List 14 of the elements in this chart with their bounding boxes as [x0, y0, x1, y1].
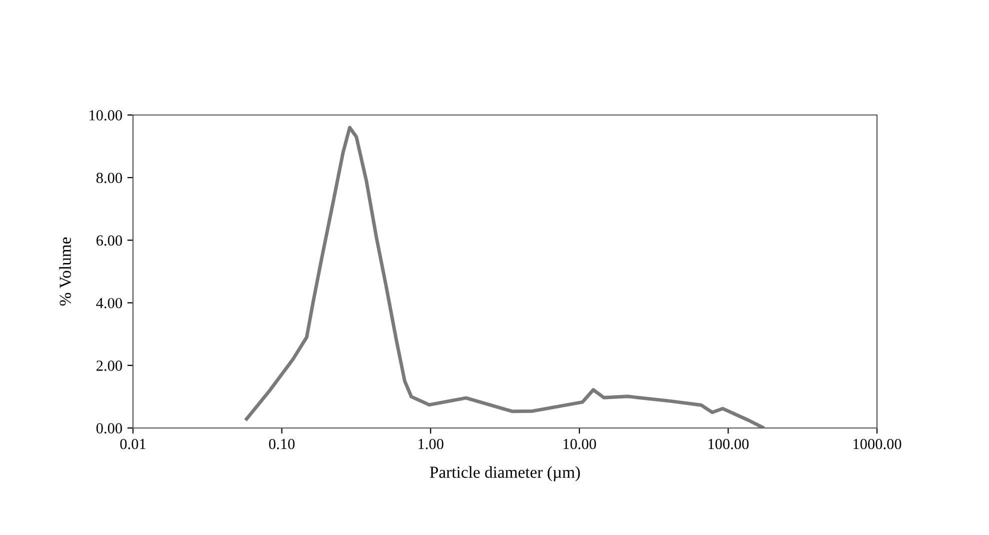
x-tick-label: 0.10	[269, 438, 295, 450]
x-tick-label: 10.00	[564, 438, 596, 450]
y-tick-label: 10.00	[90, 110, 122, 121]
x-tick-label: 1.00	[418, 438, 444, 450]
x-tick-label: 100.00	[708, 438, 749, 450]
y-tick-label: 2.00	[96, 360, 122, 371]
x-tick-label: 0.01	[120, 438, 146, 450]
y-tick-label: 8.00	[96, 172, 122, 184]
y-tick-label: 6.00	[96, 235, 122, 246]
x-tick-label: 1000.00	[854, 438, 902, 450]
y-axis-title: % Volume	[59, 237, 72, 306]
x-axis-title: Particle diameter (µm)	[430, 466, 580, 482]
y-tick-label: 4.00	[96, 298, 122, 308]
y-tick-label: 0.00	[96, 423, 122, 434]
